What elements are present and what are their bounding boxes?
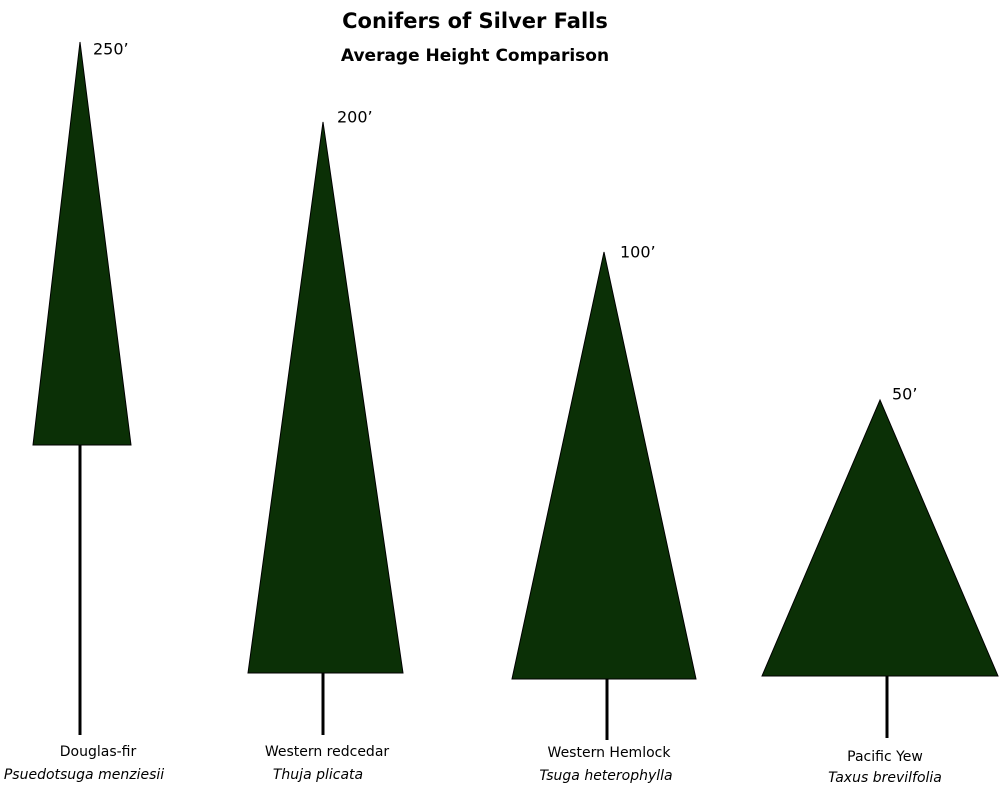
title: Conifers of Silver Falls <box>342 9 608 33</box>
height-label: 50’ <box>892 385 917 404</box>
tree-crown <box>32 41 132 446</box>
tree-crown <box>761 398 999 677</box>
scientific-name: Taxus brevilfolia <box>828 770 942 786</box>
subtitle: Average Height Comparison <box>341 46 609 66</box>
common-name: Western redcedar <box>265 744 390 760</box>
scientific-name: Psuedotsuga menziesii <box>4 767 164 783</box>
height-label: 100’ <box>620 243 656 262</box>
tree-crown <box>511 251 697 680</box>
tree-crown <box>247 121 404 674</box>
common-name: Western Hemlock <box>548 745 672 761</box>
scientific-name: Tsuga heterophylla <box>539 768 672 784</box>
height-label: 250’ <box>93 40 129 59</box>
height-label: 200’ <box>337 108 373 127</box>
common-name: Douglas-fir <box>60 744 137 760</box>
scientific-name: Thuja plicata <box>273 767 363 783</box>
common-name: Pacific Yew <box>847 749 923 765</box>
